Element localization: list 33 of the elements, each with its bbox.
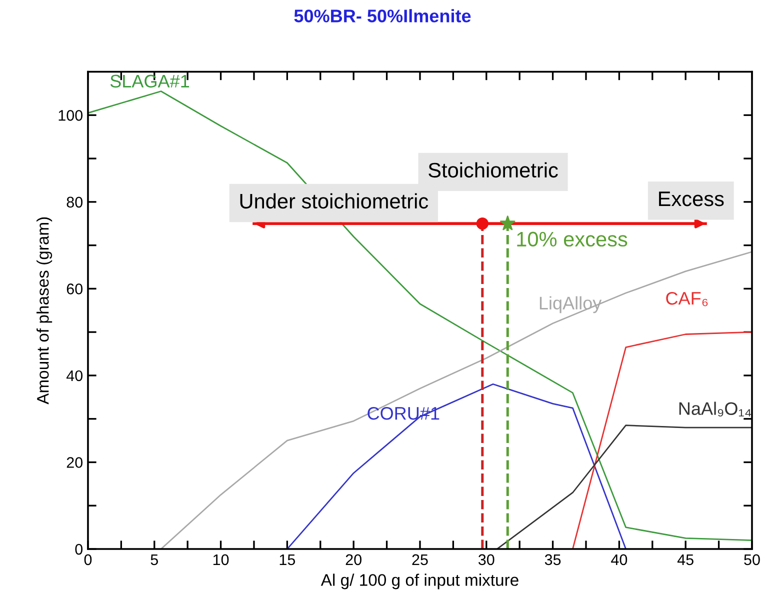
line-series — [286, 383, 627, 550]
x-tick-label: 0 — [84, 554, 92, 566]
y-tick-label: 80 — [66, 196, 83, 208]
x-tick-label: 10 — [213, 554, 229, 566]
y-tick-label: 20 — [66, 457, 83, 468]
x-tick-label: 20 — [346, 554, 362, 566]
series-label: SLAGA#1 — [110, 74, 189, 88]
x-tick-label: 40 — [611, 554, 628, 566]
series-label: CAF₆ — [666, 292, 708, 306]
annotation: Excess — [659, 192, 724, 206]
x-tick-label: 30 — [478, 554, 494, 566]
series-label: NaAl₉O₁₄ — [679, 402, 752, 416]
x-axis-title: Al g/ 100 g of input mixture — [320, 574, 518, 590]
series-label: LiqAlloy — [540, 296, 602, 314]
annotation: Stoichiometric — [428, 162, 558, 178]
ref-line-label: 10% excess — [517, 232, 628, 247]
line-series — [160, 251, 752, 550]
x-tick-label: 35 — [544, 554, 561, 566]
x-tick-label: 5 — [150, 554, 158, 566]
y-tick-label: 40 — [66, 370, 83, 382]
x-tick-label: 50 — [744, 554, 760, 566]
chart-title: 50%BR- 50%Ilmenite — [294, 9, 471, 22]
line-series — [496, 424, 752, 550]
y-tick-label: 0 — [75, 544, 83, 555]
y-axis-title: Amount of phases (gram) — [36, 217, 52, 404]
line-series — [572, 331, 752, 550]
y-tick-label: 100 — [58, 110, 83, 121]
x-tick-label: 25 — [412, 554, 428, 566]
x-tick-label: 15 — [280, 554, 296, 566]
x-tick-label: 45 — [677, 554, 694, 566]
annotation: Under stoichiometric — [240, 193, 428, 209]
line-series — [88, 90, 752, 542]
y-tick-label: 60 — [66, 284, 83, 294]
